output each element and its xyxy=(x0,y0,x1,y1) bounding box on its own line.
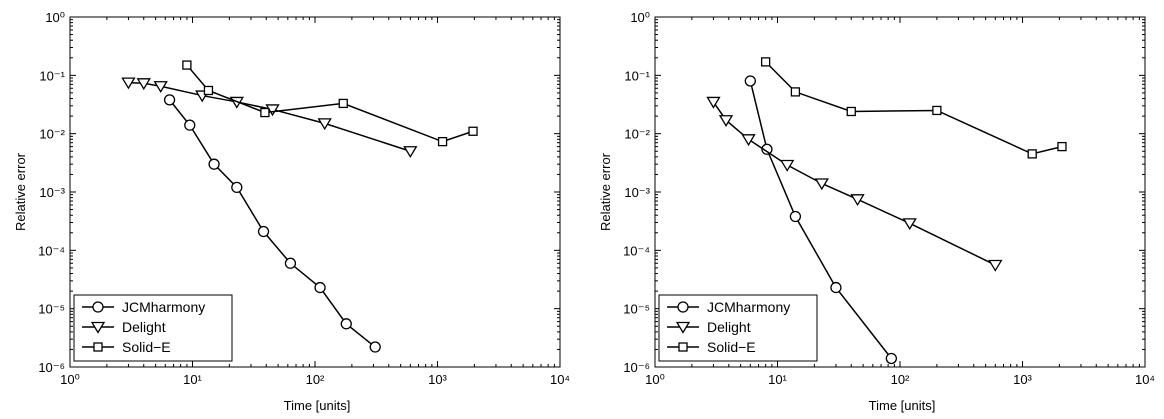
chart0-ytick-label: 10⁻³ xyxy=(39,185,65,200)
chart1-series-2 xyxy=(760,57,1067,159)
chart1-ytick-label: 10⁻⁵ xyxy=(623,302,650,317)
chart1-data-point xyxy=(789,210,802,223)
chart0-data-point xyxy=(340,318,352,330)
chart1-data-point xyxy=(850,194,865,207)
chart1-xtick-label: 10⁰ xyxy=(645,372,665,387)
chart1-data-point xyxy=(1057,141,1067,152)
chart0-legend-label: JCMharmony xyxy=(122,299,205,315)
chart1-data-point xyxy=(932,105,942,116)
chart0-ylabel: Relative error xyxy=(13,152,28,231)
chart1-legend-label: Solid−E xyxy=(707,339,756,355)
chart1-series-line xyxy=(765,61,1063,155)
chart0-xtick-label: 10² xyxy=(306,372,325,387)
chart0-xtick-label: 10⁰ xyxy=(60,372,80,387)
chart1-xtick-label: 10¹ xyxy=(768,372,787,387)
chart0-series-line xyxy=(186,64,474,143)
chart0-data-point xyxy=(136,78,151,91)
chart1-ytick-label: 10⁻⁶ xyxy=(623,360,650,375)
chart1-data-point xyxy=(741,134,756,147)
chart0-data-point xyxy=(182,60,192,70)
chart0-series-2 xyxy=(182,60,478,147)
chart0-data-point xyxy=(260,107,270,118)
chart1-data-point xyxy=(902,218,917,231)
chart1-ytick-label: 10⁻² xyxy=(624,127,650,142)
chart1-data-point xyxy=(790,87,801,97)
chart0-data-point xyxy=(163,94,176,106)
chart0-data-point xyxy=(208,158,220,170)
chart0-data-point xyxy=(468,126,478,136)
chart0-data-point xyxy=(403,146,418,158)
chart0-data-point xyxy=(203,85,214,96)
chart1-legend-label: Delight xyxy=(707,319,751,335)
chart-right: 10⁰ 10¹ 10² 10³ 10⁴ 10⁻⁶ 10⁻⁵ 10⁻⁴ 10⁻³ 10⁻² 10⁻¹ 1… xyxy=(585,0,1163,419)
chart0-xtick-label: 10⁴ xyxy=(550,372,570,387)
chart0-legend-label: Solid−E xyxy=(122,339,171,355)
chart1-legend: JCMharmony Delight Solid−E xyxy=(658,294,818,362)
chart1-legend-marker xyxy=(675,321,691,334)
chart1-ytick-label: 10⁻⁴ xyxy=(623,243,650,258)
chart1-data-point xyxy=(988,259,1003,272)
chart1-data-point xyxy=(706,96,721,109)
chart0-ytick-label: 10⁻⁶ xyxy=(38,360,65,375)
chart0-ytick-label: 10⁻⁴ xyxy=(38,243,65,258)
chart0-data-point xyxy=(314,281,326,294)
chart0-data-point xyxy=(369,341,381,353)
chart0-data-point xyxy=(153,81,168,94)
chart0-xlabel: Time [units] xyxy=(284,398,351,413)
chart1-data-point xyxy=(744,75,756,87)
chart1-series-0 xyxy=(744,75,898,365)
chart1-xtick-label: 10⁴ xyxy=(1135,372,1155,387)
chart-left: 10⁰ 10¹ 10² 10³ 10⁴ 10⁻⁶ 10⁻⁵ 10⁻⁴ 10⁻³ 10⁻² 10⁻¹ 1… xyxy=(0,0,578,419)
chart1-ytick-label: 10⁻³ xyxy=(624,185,650,200)
chart0-legend-marker xyxy=(90,321,106,334)
chart1-legend-marker xyxy=(677,301,689,313)
chart1-legend-label: JCMharmony xyxy=(707,299,790,315)
chart1-data-point xyxy=(780,159,795,172)
chart-right-svg: 10⁰ 10¹ 10² 10³ 10⁴ 10⁻⁶ 10⁻⁵ 10⁻⁴ 10⁻³ 10⁻² 10⁻¹ 1… xyxy=(598,10,1155,413)
chart-left-svg: 10⁰ 10¹ 10² 10³ 10⁴ 10⁻⁶ 10⁻⁵ 10⁻⁴ 10⁻³ 10⁻² 10⁻¹ 1… xyxy=(13,10,570,413)
chart1-series-1 xyxy=(706,96,1003,272)
chart0-ytick-label: 10⁻² xyxy=(39,127,65,142)
chart1-ytick-label: 10⁰ xyxy=(630,10,650,25)
chart0-xtick-label: 10¹ xyxy=(183,372,202,387)
chart0-ytick-label: 10⁻¹ xyxy=(39,68,65,83)
chart0-data-point xyxy=(284,257,297,269)
chart1-data-point xyxy=(814,178,829,191)
chart0-data-point xyxy=(184,119,196,131)
chart0-xtick-label: 10³ xyxy=(428,372,447,387)
chart0-data-point xyxy=(231,181,243,194)
chart1-data-point xyxy=(846,106,856,117)
chart1-legend-marker xyxy=(678,342,688,352)
chart0-series-0 xyxy=(163,94,381,353)
chart0-data-point xyxy=(257,225,270,238)
chart0-data-point xyxy=(437,136,448,147)
chart1-ytick-label: 10⁻¹ xyxy=(624,68,650,83)
chart1-data-point xyxy=(760,57,771,67)
chart1-xlabel: Time [units] xyxy=(869,398,936,413)
chart0-legend-label: Delight xyxy=(122,319,166,335)
chart0-ytick-label: 10⁰ xyxy=(45,10,65,25)
chart1-xtick-label: 10² xyxy=(891,372,910,387)
chart0-data-point xyxy=(317,118,332,131)
chart1-xtick-label: 10³ xyxy=(1013,372,1032,387)
chart1-data-point xyxy=(761,143,773,155)
chart0-legend-marker xyxy=(92,301,104,313)
chart0-data-point xyxy=(338,98,348,109)
chart0-legend-marker xyxy=(93,342,103,352)
chart1-data-point xyxy=(830,281,842,294)
chart1-data-point xyxy=(885,352,898,365)
chart1-ylabel: Relative error xyxy=(598,152,613,231)
chart0-ytick-label: 10⁻⁵ xyxy=(38,302,65,317)
chart0-series-1 xyxy=(121,77,418,158)
chart0-legend: JCMharmony Delight Solid−E xyxy=(73,294,233,362)
chart1-series-line xyxy=(712,101,996,266)
chart1-data-point xyxy=(1027,149,1037,159)
chart1-data-point xyxy=(718,115,734,127)
chart0-data-point xyxy=(121,77,136,90)
